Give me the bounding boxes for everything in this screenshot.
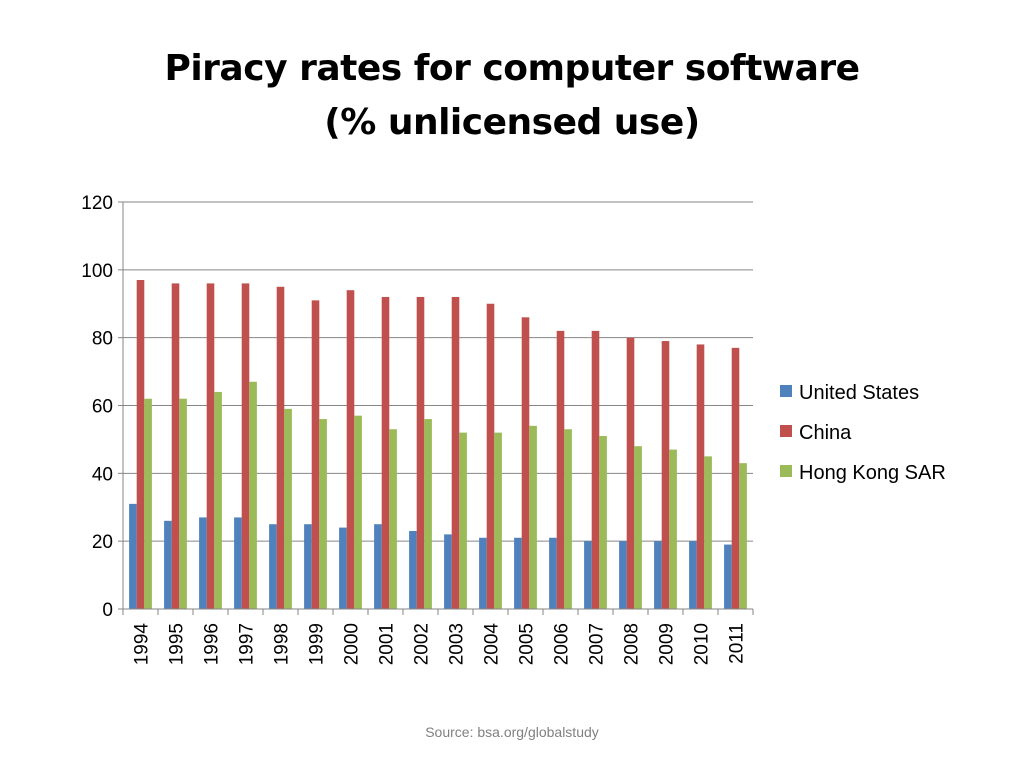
bar-china-2001 [381, 296, 390, 609]
y-tick-label: 20 [92, 532, 113, 553]
bars [129, 280, 747, 609]
bar-united-states-1996 [199, 517, 207, 609]
x-tick-label: 1996 [202, 623, 223, 665]
x-tick-label: 1998 [272, 623, 293, 665]
y-tick-label: 120 [81, 193, 113, 214]
bar-hong-kong-sar-1999 [319, 419, 327, 609]
bar-china-2003 [451, 296, 460, 609]
gridlines [123, 201, 753, 542]
bar-hong-kong-sar-2006 [564, 429, 572, 609]
bar-hong-kong-sar-2010 [704, 456, 712, 609]
bar-china-2007 [591, 330, 600, 609]
bar-china-1995 [171, 283, 180, 609]
bar-china-1998 [276, 286, 285, 609]
bar-united-states-1998 [269, 524, 277, 609]
bar-united-states-1994 [129, 503, 137, 609]
bar-china-1994 [136, 280, 145, 609]
bar-united-states-2011 [724, 544, 732, 609]
bar-hong-kong-sar-2011 [739, 463, 747, 609]
bar-china-2009 [661, 341, 670, 609]
bar-hong-kong-sar-2003 [459, 432, 467, 609]
legend-label: Hong Kong SAR [799, 462, 946, 484]
legend: United States China Hong Kong SAR [780, 382, 946, 484]
bar-hong-kong-sar-2004 [494, 432, 502, 609]
legend-label: United States [799, 382, 919, 404]
source-note: Source: bsa.org/globalstudy [425, 724, 599, 740]
bar-china-2004 [486, 303, 495, 609]
bar-hong-kong-sar-2005 [529, 425, 537, 609]
x-tick-label: 1999 [307, 623, 328, 665]
x-tick-label: 2009 [657, 623, 678, 665]
x-tick-label: 2006 [552, 623, 573, 665]
bar-china-2011 [731, 347, 740, 609]
x-axis-ticks: 1994 1995 1996 1997 1998 1999 2000 2001 2002 2003… [132, 623, 748, 666]
bar-united-states-1997 [234, 517, 242, 609]
y-tick-label: 0 [102, 600, 113, 621]
bar-united-states-2002 [409, 530, 417, 609]
bar-china-2008 [626, 337, 635, 609]
x-tick-label: 2011 [727, 623, 748, 664]
bar-china-2010 [696, 344, 705, 609]
bar-china-2005 [521, 317, 530, 609]
bar-united-states-2000 [339, 527, 347, 609]
bar-hong-kong-sar-2007 [599, 436, 607, 609]
bar-hong-kong-sar-1998 [284, 408, 292, 609]
bar-hong-kong-sar-1994 [144, 398, 152, 609]
x-tick-label: 2004 [482, 623, 503, 666]
axes [118, 201, 754, 615]
bar-united-states-2010 [689, 541, 697, 609]
chart-title-line-2: (% unlicensed use) [324, 102, 700, 143]
bar-united-states-2009 [654, 541, 662, 609]
bar-hong-kong-sar-1997 [249, 381, 257, 609]
y-tick-label: 80 [92, 329, 113, 350]
bar-hong-kong-sar-2008 [634, 446, 642, 609]
y-tick-label: 40 [92, 464, 113, 485]
x-tick-label: 2010 [692, 623, 713, 665]
bar-hong-kong-sar-2000 [354, 415, 362, 609]
legend-label: China [799, 422, 852, 444]
bar-china-2002 [416, 296, 425, 609]
x-tick-label: 2008 [622, 623, 643, 665]
bar-china-1996 [206, 283, 215, 609]
legend-swatch [780, 425, 792, 437]
bar-china-2000 [346, 290, 355, 609]
bar-china-1999 [311, 300, 320, 609]
x-tick-label: 2003 [447, 623, 468, 665]
bar-united-states-2001 [374, 524, 382, 609]
x-tick-label: 2000 [342, 623, 363, 665]
bar-hong-kong-sar-1995 [179, 398, 187, 609]
x-tick-label: 1995 [167, 623, 188, 665]
x-tick-label: 1994 [132, 623, 153, 666]
bar-united-states-2004 [479, 537, 487, 609]
bar-hong-kong-sar-2002 [424, 419, 432, 609]
bar-hong-kong-sar-1996 [214, 391, 222, 609]
bar-united-states-2003 [444, 534, 452, 609]
bar-hong-kong-sar-2009 [669, 449, 677, 609]
bar-united-states-2006 [549, 537, 557, 609]
bar-united-states-2008 [619, 541, 627, 609]
y-axis-ticks: 0 20 40 60 80 100 120 [81, 193, 113, 621]
x-tick-label: 2005 [517, 623, 538, 665]
legend-swatch [780, 465, 792, 477]
bar-united-states-1999 [304, 524, 312, 609]
bar-china-2006 [556, 330, 565, 609]
bar-united-states-2007 [584, 541, 592, 609]
bar-china-1997 [241, 283, 250, 609]
bar-united-states-1995 [164, 520, 172, 609]
y-tick-label: 60 [92, 397, 113, 418]
x-tick-label: 2002 [412, 623, 433, 665]
bar-united-states-2005 [514, 537, 522, 609]
x-tick-label: 2007 [587, 623, 608, 665]
legend-swatch [780, 385, 792, 397]
chart-title-line-1: Piracy rates for computer software [164, 48, 860, 89]
bar-hong-kong-sar-2001 [389, 429, 397, 609]
y-tick-label: 100 [81, 261, 113, 282]
x-tick-label: 1997 [237, 623, 258, 665]
x-tick-label: 2001 [377, 623, 398, 665]
